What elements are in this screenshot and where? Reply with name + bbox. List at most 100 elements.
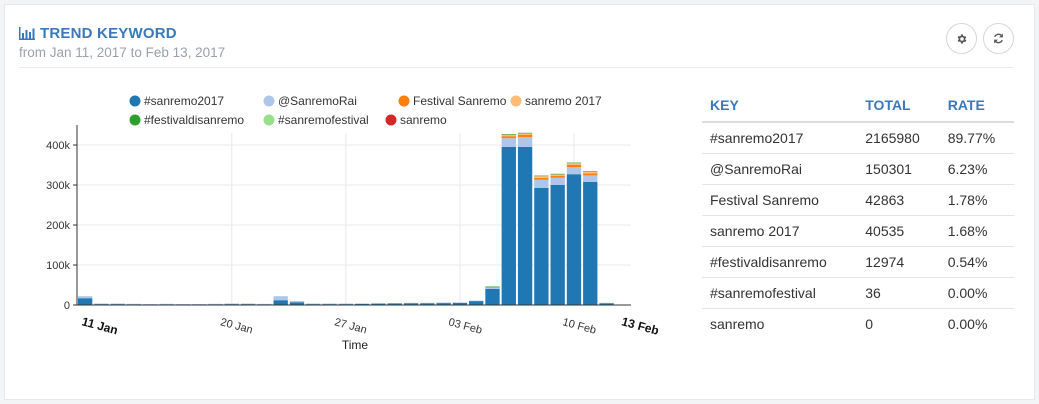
refresh-button[interactable] — [983, 23, 1014, 54]
x-tick-label: 27 Jan — [333, 316, 368, 336]
bar-segment — [583, 171, 598, 174]
bar-segment — [436, 302, 451, 304]
bar-segment — [240, 303, 256, 305]
cell-rate: 0.00% — [939, 277, 1014, 309]
bar-segment — [94, 303, 109, 305]
legend-label: #festivaldisanremo — [144, 113, 244, 127]
bar-segment — [517, 132, 533, 134]
legend-swatch — [129, 95, 141, 107]
keyword-table: KEY TOTAL RATE #sanremo2017 2165980 89.7… — [702, 91, 1014, 340]
bar-segment — [501, 147, 516, 305]
y-tick-label: 100k — [46, 260, 70, 272]
bar-segment — [371, 303, 386, 305]
bar-segment — [501, 136, 516, 139]
bar-segment — [110, 303, 125, 305]
date-range-subtitle: from Jan 11, 2017 to Feb 13, 2017 — [19, 45, 226, 60]
cell-total: 12974 — [857, 246, 940, 278]
cell-key: Festival Sanremo — [702, 184, 858, 216]
bar-segment — [354, 303, 370, 304]
table-row: sanremo 0 0.00% — [702, 309, 1014, 340]
bar-segment — [306, 303, 321, 305]
cell-rate: 0.54% — [939, 246, 1014, 278]
bar-segment — [257, 303, 272, 305]
bar-segment — [534, 176, 549, 178]
bar-segment — [550, 174, 565, 176]
bar-segment — [534, 187, 549, 305]
bar-segment — [583, 173, 598, 176]
cell-total: 40535 — [857, 215, 940, 247]
bar-segment — [452, 302, 468, 303]
bar-segment — [550, 177, 565, 185]
column-header-key: KEY — [702, 91, 858, 123]
bar-segment — [534, 179, 549, 188]
bar-segment — [566, 174, 582, 305]
bar-segment — [224, 303, 239, 305]
bar-segment — [354, 303, 370, 305]
y-tick-label: 0 — [64, 300, 70, 312]
cell-key: #festivaldisanremo — [702, 246, 858, 278]
cell-key: @SanremoRai — [702, 153, 858, 185]
legend-swatch — [398, 95, 410, 107]
x-tick-label: 13 Feb — [620, 314, 660, 337]
bar-segment — [420, 302, 435, 304]
legend-label: sanremo — [400, 113, 447, 127]
bar-segment — [322, 303, 337, 305]
bar-segment — [420, 303, 435, 305]
legend-swatch — [263, 114, 275, 126]
bar-segment — [338, 303, 354, 305]
legend-label: Festival Sanremo — [413, 94, 507, 108]
bar-segment — [403, 303, 419, 305]
panel-title: TREND KEYWORD — [19, 25, 225, 42]
bar-segment — [534, 175, 549, 177]
legend-swatch — [510, 95, 522, 107]
bar-segment — [517, 137, 533, 147]
settings-button[interactable] — [946, 23, 977, 54]
cell-rate: 1.68% — [939, 215, 1014, 247]
bar-segment — [583, 171, 598, 172]
gear-icon — [957, 34, 966, 43]
bar-segment — [452, 302, 468, 305]
column-header-total: TOTAL — [857, 91, 940, 123]
table-row: sanremo 2017 40535 1.68% — [702, 215, 1014, 247]
bar-segment — [501, 138, 516, 147]
bar-segment — [159, 303, 174, 305]
bar-segment — [371, 303, 386, 304]
cell-key: #sanremofestival — [702, 277, 858, 309]
x-tick-label: 10 Feb — [561, 316, 597, 336]
table-header-row: KEY TOTAL RATE — [702, 91, 1014, 123]
bar-chart-icon — [19, 27, 35, 40]
x-axis-title: Time — [342, 338, 369, 352]
bar-segment — [306, 303, 321, 305]
bar-segment — [273, 296, 288, 301]
legend-label: #sanremo2017 — [144, 94, 224, 108]
legend-swatch — [263, 95, 275, 107]
bar-segment — [289, 301, 305, 303]
legend-label: sanremo 2017 — [525, 94, 602, 108]
bar-segment — [175, 304, 191, 305]
trend-keyword-panel: TREND KEYWORD from Jan 11, 2017 to Feb 1… — [4, 4, 1035, 400]
table-row: #sanremofestival 36 0.00% — [702, 277, 1014, 309]
panel-tools — [946, 23, 1014, 54]
bar-segment — [338, 303, 354, 305]
cell-total: 0 — [865, 316, 874, 333]
bar-segment — [599, 302, 614, 304]
y-tick-label: 400k — [46, 140, 70, 152]
bar-segment — [485, 289, 500, 305]
bar-segment — [566, 162, 582, 164]
bar-segment — [224, 303, 239, 305]
bar-segment — [77, 296, 93, 299]
table-row: #sanremo2017 2165980 89.77% — [702, 122, 1014, 154]
cell-key: sanremo 2017 — [702, 215, 858, 247]
x-tick-label: 20 Jan — [219, 316, 254, 336]
table-row: @SanremoRai 150301 6.23% — [702, 153, 1014, 185]
trend-bar-chart: #sanremo2017 @SanremoRai Festival Sanremo s… — [46, 94, 660, 352]
cell-rate: 0.00% — [947, 316, 988, 333]
bar-segment — [273, 300, 288, 305]
legend-swatch — [385, 114, 397, 126]
bar-segment — [485, 286, 500, 288]
column-header-rate: RATE — [939, 91, 1014, 123]
cell-key: sanremo — [710, 316, 765, 333]
table-row: Festival Sanremo 42863 1.78% — [702, 184, 1014, 216]
bar-segment — [126, 303, 142, 305]
bar-segment — [143, 304, 158, 305]
